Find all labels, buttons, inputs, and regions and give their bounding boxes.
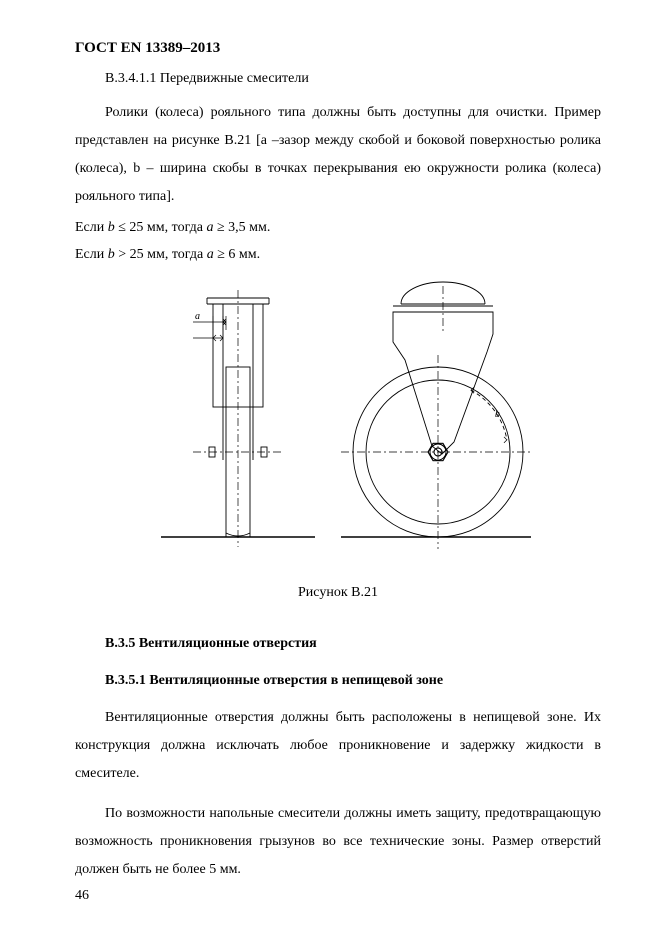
- cond2-var-b: b: [108, 247, 115, 262]
- svg-text:b: b: [495, 409, 500, 420]
- cond2-var-a: a: [207, 247, 214, 262]
- section-b35-title: В.3.5 Вентиляционные отверстия: [75, 631, 601, 658]
- page-number: 46: [75, 888, 89, 904]
- section-b351-para1: Вентиляционные отверстия должны быть рас…: [75, 704, 601, 788]
- cond2-mid: > 25 мм, тогда: [115, 247, 207, 262]
- cond1-var-b: b: [108, 220, 115, 235]
- clause-3-4-1-1-title: В.3.4.1.1 Передвижные смесители: [105, 71, 601, 87]
- figure-b21-drawing: ab: [143, 274, 533, 564]
- document-code: ГОСТ EN 13389–2013: [75, 40, 601, 57]
- section-b351-title: В.3.5.1 Вентиляционные отверстия в непищ…: [75, 668, 601, 695]
- clause-3-4-1-1-para: Ролики (колеса) рояльного типа должны бы…: [75, 99, 601, 211]
- cond2-post: ≥ 6 мм.: [214, 247, 260, 262]
- figure-b21: ab: [75, 274, 601, 569]
- cond1-mid: ≤ 25 мм, тогда: [115, 220, 207, 235]
- condition-1: Если b ≤ 25 мм, тогда a ≥ 3,5 мм.: [75, 215, 601, 242]
- condition-2: Если b > 25 мм, тогда a ≥ 6 мм.: [75, 242, 601, 269]
- cond1-pre: Если: [75, 220, 108, 235]
- cond1-post: ≥ 3,5 мм.: [213, 220, 270, 235]
- cond2-pre: Если: [75, 247, 108, 262]
- figure-b21-caption: Рисунок В.21: [75, 585, 601, 601]
- svg-text:a: a: [195, 311, 200, 322]
- section-b351-para2: По возможности напольные смесители должн…: [75, 800, 601, 884]
